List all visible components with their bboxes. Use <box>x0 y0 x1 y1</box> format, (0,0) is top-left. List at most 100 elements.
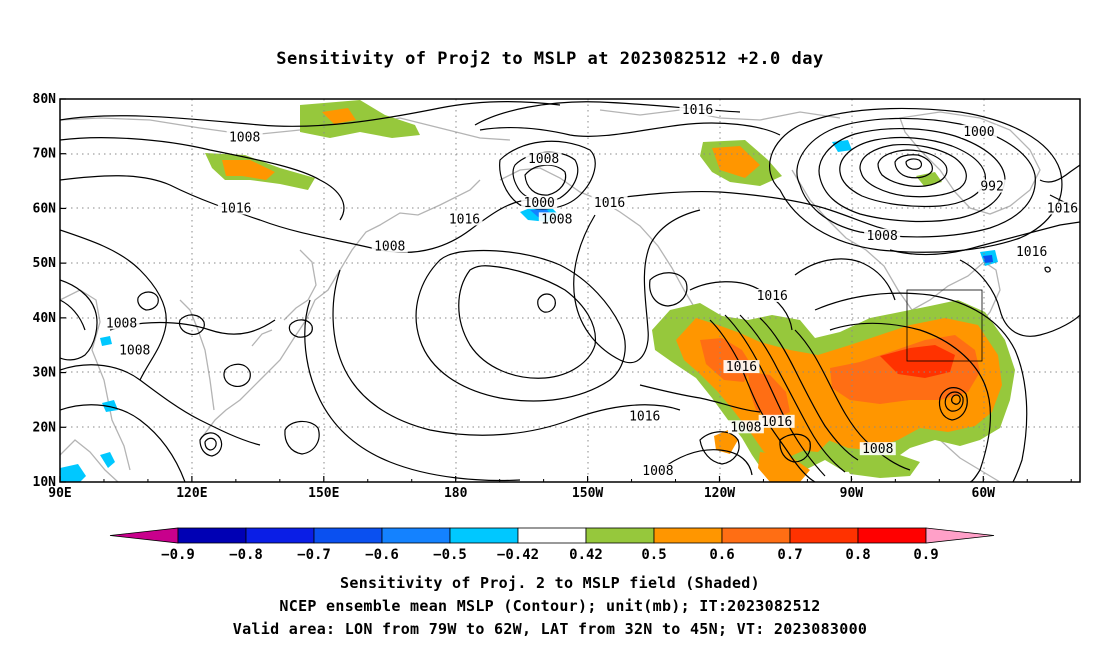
shade-india-blue <box>60 464 86 482</box>
map-border <box>59 98 1081 483</box>
contour-label-bg <box>116 343 153 357</box>
contour-label-bg <box>754 288 791 302</box>
contour-label: 1008 <box>229 130 260 145</box>
contour-label-bg <box>859 442 896 456</box>
contour-label-bg <box>371 239 408 253</box>
shade-east-siberia-orange <box>222 160 275 180</box>
contour-line <box>905 158 923 170</box>
contour-line <box>859 143 967 198</box>
contour-label-bg <box>758 414 795 428</box>
contour-label: 1008 <box>642 464 673 479</box>
contour-line <box>60 404 186 482</box>
caption-contour: NCEP ensemble mean MSLP (Contour); unit(… <box>279 597 821 615</box>
contour-label: 1000 <box>963 125 994 140</box>
contour-label: 1016 <box>757 289 788 304</box>
contour-line <box>60 299 86 331</box>
contour-label: 1016 <box>1016 245 1047 260</box>
contour-line <box>959 259 1080 337</box>
contour-line <box>894 154 933 179</box>
contour-label: 1008 <box>730 420 761 435</box>
contour-line <box>204 437 217 451</box>
colorbar-box <box>177 527 247 544</box>
colorbar-max-triangle <box>925 527 995 544</box>
contour-label-bg <box>978 179 1007 193</box>
contour-label-bg <box>446 212 483 226</box>
contour-label: 1008 <box>541 212 572 227</box>
contour-line <box>524 164 567 196</box>
contour-line <box>223 363 251 387</box>
page-title: Sensitivity of Proj2 to MSLP at 20230825… <box>276 49 824 69</box>
contour-line <box>794 329 911 471</box>
colorbar-box <box>653 527 723 544</box>
contour-line <box>796 117 1036 238</box>
contour-label: 1008 <box>866 229 897 244</box>
contour-label-bg <box>521 195 558 209</box>
contour-line <box>332 269 681 436</box>
contour-line <box>649 272 688 307</box>
contour-line <box>60 175 531 254</box>
lat-tick-label: 10N <box>33 475 57 490</box>
contour-line <box>199 432 223 457</box>
contour-line <box>951 394 961 405</box>
contour-label-bg <box>639 464 676 478</box>
lat-tick-label: 70N <box>33 147 57 162</box>
lon-tick-label: 90W <box>840 486 864 501</box>
contour-line <box>699 431 740 465</box>
caption-valid-area: Valid area: LON from 79W to 62W, LAT fro… <box>232 620 868 638</box>
colorbar-box <box>721 527 791 544</box>
contour-line <box>829 322 992 482</box>
colorbar-label: −0.42 <box>497 547 539 563</box>
lon-tick-label: 150E <box>308 486 339 501</box>
lat-tick-label: 50N <box>33 256 57 271</box>
shade-blue-small1 <box>102 400 118 412</box>
shade-americas-dark-red <box>880 345 955 378</box>
contour-label: 1016 <box>726 360 757 375</box>
contour-line <box>889 221 1080 256</box>
colorbar-box <box>245 527 315 544</box>
coastline-asia <box>60 179 481 482</box>
caption-shading: Sensitivity of Proj. 2 to MSLP field (Sh… <box>340 574 760 592</box>
contour-label-bg <box>1013 245 1050 259</box>
colorbar-label: 0.7 <box>777 547 802 563</box>
lon-tick-label: 120E <box>176 486 207 501</box>
contour-line <box>739 314 846 473</box>
shade-mexico-orange <box>758 452 810 482</box>
colorbar-box <box>585 527 655 544</box>
contour-label-bg <box>723 360 760 374</box>
contour-label: 1016 <box>761 415 792 430</box>
contour-label: 1008 <box>374 240 405 255</box>
colorbar-label: −0.8 <box>229 547 263 563</box>
contour-label: 1016 <box>449 212 480 227</box>
lat-tick-label: 60N <box>33 201 57 216</box>
contour-label-bg <box>864 228 901 242</box>
contour-line <box>944 391 964 412</box>
sensitivity-shading <box>60 100 1015 482</box>
lon-tick-label: 150W <box>572 486 603 501</box>
contour-line <box>60 229 167 381</box>
contour-line <box>415 249 626 402</box>
lon-tick-label: 120W <box>704 486 735 501</box>
contour-line <box>288 319 313 338</box>
contour-line <box>709 319 816 482</box>
contour-label: 1008 <box>119 344 150 359</box>
lat-tick-label: 30N <box>33 366 57 381</box>
contour-label-bg <box>525 152 562 166</box>
contour-label-bg <box>626 409 663 423</box>
contour-line <box>178 314 205 335</box>
contour-label-bg <box>960 124 997 138</box>
contour-label: 1008 <box>862 442 893 457</box>
colorbar-label: −0.5 <box>433 547 467 563</box>
contour-label: 1008 <box>106 316 137 331</box>
contour-line <box>769 107 1063 253</box>
contour-line <box>659 449 753 476</box>
contour-line <box>814 292 1028 482</box>
contour-line <box>573 209 701 364</box>
shade-atlantic-deep-blue <box>983 255 993 263</box>
colorbar-box <box>789 527 859 544</box>
contour-line <box>304 299 521 482</box>
lat-tick-label: 20N <box>33 420 57 435</box>
colorbar-label: 0.8 <box>845 547 870 563</box>
contour-labels: 1016100810081000992100010081016101610161… <box>103 102 1080 479</box>
